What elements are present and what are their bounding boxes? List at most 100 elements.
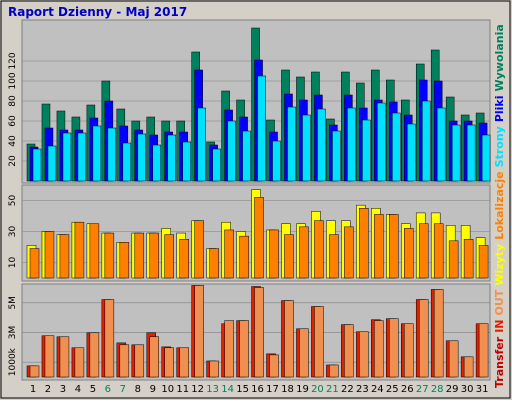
y-tick-label: 5M bbox=[8, 296, 18, 310]
bar bbox=[62, 132, 72, 182]
bar bbox=[481, 134, 491, 182]
legend-entry: Pliki bbox=[493, 95, 506, 122]
bar bbox=[179, 347, 189, 378]
bar bbox=[389, 214, 399, 279]
bar bbox=[421, 100, 431, 182]
bar bbox=[344, 226, 354, 279]
bar bbox=[299, 226, 309, 279]
legend-entry: Transfer bbox=[493, 336, 506, 388]
legend-entry: Wizyty bbox=[493, 244, 506, 286]
x-tick-label: 31 bbox=[476, 384, 489, 395]
x-tick-label: 14 bbox=[221, 384, 234, 395]
y-tick-label: 120 bbox=[8, 52, 18, 69]
x-tick-label: 16 bbox=[251, 384, 264, 395]
bar bbox=[257, 75, 266, 182]
bar bbox=[182, 141, 191, 182]
bar bbox=[194, 285, 204, 378]
bar bbox=[44, 231, 55, 279]
bar bbox=[209, 360, 219, 378]
bar bbox=[104, 232, 115, 279]
x-tick-label: 10 bbox=[161, 384, 174, 395]
y-tick-label: 10 bbox=[8, 257, 18, 269]
bar bbox=[392, 112, 401, 182]
bar bbox=[194, 220, 204, 279]
bar bbox=[418, 223, 429, 279]
bar bbox=[107, 127, 117, 182]
x-tick-label: 3 bbox=[60, 384, 66, 395]
bar bbox=[29, 365, 40, 378]
bar bbox=[332, 130, 341, 182]
y-tick-label: 3M bbox=[8, 326, 18, 340]
bar bbox=[92, 125, 102, 182]
x-tick-label: 11 bbox=[176, 384, 189, 395]
bar bbox=[478, 245, 489, 279]
bar bbox=[374, 320, 384, 378]
bar bbox=[149, 336, 160, 378]
x-tick-label: 27 bbox=[416, 384, 429, 395]
x-tick-label: 9 bbox=[150, 384, 156, 395]
y-tick-label: 20 bbox=[8, 155, 18, 167]
bar bbox=[167, 134, 176, 182]
bar bbox=[478, 323, 489, 378]
y-tick-label: 30 bbox=[8, 226, 18, 238]
bar bbox=[418, 299, 429, 378]
bar bbox=[314, 220, 324, 279]
x-tick-label: 25 bbox=[386, 384, 399, 395]
bar bbox=[329, 364, 339, 378]
bar bbox=[134, 344, 145, 378]
bar bbox=[32, 148, 42, 182]
bar bbox=[466, 124, 476, 182]
bar bbox=[89, 332, 100, 378]
y-tick-label: 100 bbox=[8, 72, 18, 89]
bar bbox=[359, 331, 369, 378]
x-tick-label: 22 bbox=[341, 384, 354, 395]
bar bbox=[374, 214, 384, 279]
y-tick-label: 50 bbox=[8, 195, 18, 207]
bar bbox=[44, 335, 55, 378]
bar bbox=[29, 248, 40, 279]
legend-entry: Strony bbox=[493, 126, 506, 167]
bar bbox=[74, 221, 85, 279]
bar bbox=[119, 344, 130, 378]
y-tick-label: 40 bbox=[8, 135, 18, 147]
chart-title: Raport Dzienny - Maj 2017 bbox=[8, 5, 187, 19]
bar bbox=[329, 234, 339, 279]
bar bbox=[463, 239, 474, 279]
bar bbox=[269, 229, 279, 279]
bar bbox=[47, 145, 57, 182]
x-tick-label: 4 bbox=[75, 384, 81, 395]
bar bbox=[59, 336, 70, 378]
legend-entry: Lokalizacje bbox=[493, 171, 506, 239]
bar bbox=[74, 347, 85, 378]
bar bbox=[359, 208, 369, 279]
bar bbox=[451, 124, 461, 182]
bar bbox=[119, 242, 130, 279]
bar bbox=[212, 148, 221, 182]
x-tick-label: 19 bbox=[296, 384, 309, 395]
bar bbox=[122, 142, 132, 182]
bar bbox=[433, 223, 444, 279]
bar bbox=[362, 119, 371, 182]
bar bbox=[227, 120, 236, 182]
bar bbox=[197, 107, 206, 182]
bar bbox=[463, 356, 474, 378]
bar bbox=[269, 354, 279, 378]
x-tick-label: 21 bbox=[326, 384, 339, 395]
x-tick-label: 7 bbox=[120, 384, 126, 395]
x-tick-label: 20 bbox=[311, 384, 324, 395]
bar bbox=[77, 132, 87, 182]
bar bbox=[284, 300, 294, 378]
x-tick-label: 1 bbox=[30, 384, 36, 395]
bar bbox=[89, 223, 100, 279]
bar bbox=[389, 318, 399, 378]
legend-entry: OUT bbox=[493, 289, 506, 315]
legend-entry: IN bbox=[493, 319, 506, 332]
bar bbox=[448, 240, 459, 279]
x-tick-label: 17 bbox=[266, 384, 279, 395]
x-tick-label: 12 bbox=[191, 384, 204, 395]
bar bbox=[317, 108, 326, 182]
bar bbox=[254, 197, 264, 279]
bar bbox=[149, 232, 160, 279]
